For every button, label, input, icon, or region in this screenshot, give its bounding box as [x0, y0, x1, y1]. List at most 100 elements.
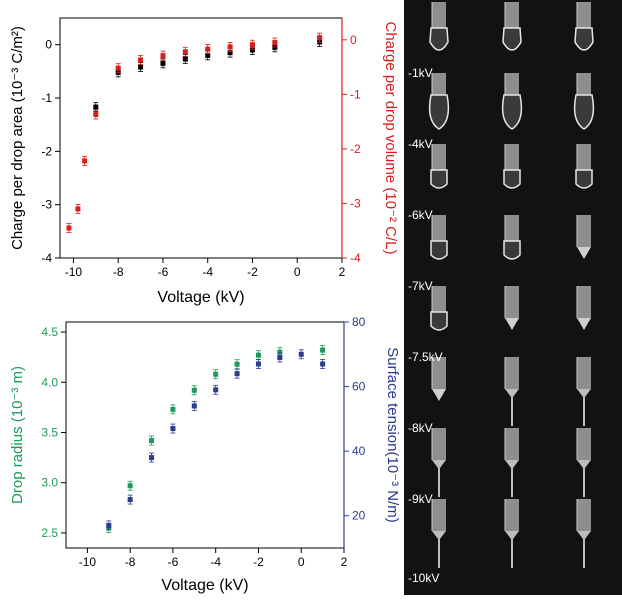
y-right-tick-label: 60 — [352, 380, 366, 394]
jet — [432, 531, 446, 568]
jet — [505, 460, 519, 497]
nozzle — [505, 144, 519, 170]
droplet-image — [504, 499, 519, 568]
droplet-images — [428, 2, 595, 568]
y-right-tick-label: 40 — [352, 444, 366, 458]
data-point — [127, 497, 133, 503]
droplet-image — [430, 215, 448, 260]
nozzle — [505, 73, 519, 95]
data-point — [160, 53, 166, 59]
droplet-image — [428, 73, 450, 130]
chart2-right-ticks: 20 40 60 80 — [344, 315, 366, 523]
nozzle — [505, 286, 519, 318]
voltage-label-5: -7.5kV — [408, 350, 443, 364]
chart1-x-ticks: -10 -8 -6 -4 -2 0 2 — [65, 258, 346, 279]
data-point — [205, 52, 211, 58]
data-point — [249, 47, 255, 53]
x-tick-label: -4 — [202, 265, 213, 279]
droplet — [575, 169, 593, 189]
data-point — [205, 46, 211, 52]
voltage-label-3: -6kV — [408, 208, 433, 222]
x-tick-label: -6 — [168, 555, 179, 569]
y-left-tick-label: -3 — [41, 198, 52, 212]
x-tick-label: 0 — [294, 265, 301, 279]
y-right-tick-label: 20 — [352, 509, 366, 523]
data-point — [317, 35, 323, 41]
data-point — [191, 403, 197, 409]
chart1-right-ticks: -4 -3 -2 -1 0 — [342, 33, 361, 265]
data-point — [213, 387, 219, 393]
jet — [505, 531, 519, 568]
cone — [577, 318, 591, 330]
y-right-tick-label: -2 — [350, 142, 361, 156]
droplet — [573, 94, 595, 130]
jet — [577, 389, 591, 426]
voltage-labels: -1kV -4kV -6kV -7kV -7.5kV -8kV -9kV -10… — [408, 66, 443, 585]
nozzle — [432, 73, 446, 95]
x-tick-label: -10 — [65, 265, 83, 279]
data-point — [149, 455, 155, 461]
droplet — [430, 311, 448, 331]
data-point — [138, 57, 144, 63]
nozzle — [577, 357, 591, 389]
droplet — [503, 240, 521, 260]
nozzle — [432, 144, 446, 170]
nozzle — [577, 428, 591, 460]
chart2-xlabel: Voltage (kV) — [161, 577, 248, 594]
data-point — [115, 65, 121, 71]
y-right-tick-label: 80 — [352, 315, 366, 329]
data-point — [234, 361, 240, 367]
y-right-tick-label: -1 — [350, 87, 361, 101]
nozzle — [505, 215, 519, 241]
data-point — [106, 522, 112, 528]
y-left-tick-label: -1 — [41, 91, 52, 105]
nozzle — [577, 286, 591, 318]
nozzle — [577, 2, 591, 28]
chart1-xlabel: Voltage (kV) — [157, 289, 244, 306]
nozzle — [432, 357, 446, 389]
data-point — [138, 64, 144, 70]
y-left-tick-label: 4.0 — [41, 375, 58, 389]
chart1-points — [66, 32, 323, 233]
chart1-ylabel-left: Charge per drop area (10⁻³ C/m²) — [9, 26, 26, 250]
nozzle — [432, 215, 446, 241]
cone — [577, 247, 591, 259]
nozzle — [505, 357, 519, 389]
data-point — [149, 438, 155, 444]
chart2-x-ticks: -10 -8 -6 -4 -2 0 2 — [79, 548, 348, 569]
droplet — [503, 169, 521, 189]
x-tick-label: -8 — [113, 265, 124, 279]
y-right-tick-label: 0 — [350, 33, 357, 47]
voltage-label-4: -7kV — [408, 279, 433, 293]
jet — [577, 460, 591, 497]
y-left-tick-label: -2 — [41, 144, 52, 158]
droplet-image — [576, 499, 591, 568]
chart-panel: -10 -8 -6 -4 -2 0 2 -4 -3 -2 -1 0 -4 -3 -2 -1 0 Voltag… — [9, 17, 401, 594]
nozzle — [505, 428, 519, 460]
data-point — [82, 158, 88, 164]
droplet-image — [431, 357, 446, 401]
data-point — [320, 347, 326, 353]
droplet-image — [502, 2, 522, 51]
droplet-image — [576, 286, 591, 330]
voltage-label-8: -10kV — [408, 571, 439, 585]
y-left-tick-label: 0 — [45, 38, 52, 52]
nozzle — [432, 499, 446, 531]
y-right-tick-label: -4 — [350, 251, 361, 265]
y-left-tick-label: 4.5 — [41, 325, 58, 339]
chart-radius: -10 -8 -6 -4 -2 0 2 2.5 3.0 3.5 4.0 4.5 20 40 60 80 V… — [9, 315, 401, 594]
x-tick-label: -2 — [247, 265, 258, 279]
nozzle — [577, 215, 591, 247]
droplet-image — [501, 73, 523, 130]
chart2-points — [106, 345, 326, 533]
data-point — [170, 406, 176, 412]
data-point — [191, 387, 197, 393]
droplet-image — [430, 144, 448, 189]
nozzle — [505, 499, 519, 531]
droplet — [430, 240, 448, 260]
droplet — [428, 94, 450, 130]
droplet-image — [504, 286, 519, 330]
data-point — [182, 56, 188, 62]
nozzle — [505, 2, 519, 28]
charts-svg: -10 -8 -6 -4 -2 0 2 -4-3-2-10 -4-3-2-10 Voltag… — [9, 17, 401, 594]
